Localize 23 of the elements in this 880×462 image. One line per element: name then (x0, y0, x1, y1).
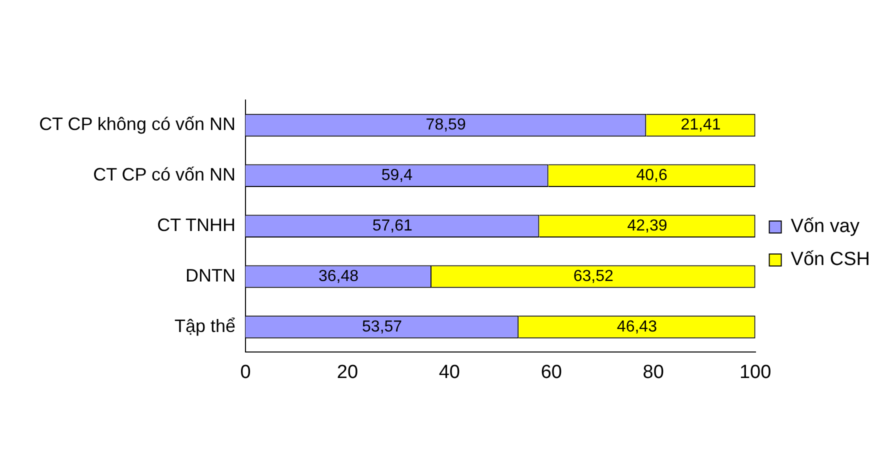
x-tick-label: 60 (540, 362, 562, 383)
x-tick-label: 20 (336, 362, 358, 383)
x-tick-label: 40 (438, 362, 460, 383)
data-label: 46,43 (616, 318, 658, 336)
data-label: 78,59 (426, 116, 466, 134)
data-label: 53,57 (362, 318, 402, 336)
data-label: 42,39 (627, 218, 668, 235)
y-tick-label: CT TNHH (157, 215, 236, 236)
data-label: 59,4 (381, 167, 413, 184)
data-label: 63,52 (573, 268, 614, 285)
y-tick-label: Tập thể (174, 316, 236, 336)
legend-label: Vốn vay (790, 216, 860, 238)
y-tick-label: CT CP không có vốn NN (39, 114, 236, 134)
x-tick-label: 0 (240, 362, 251, 383)
data-label: 36,48 (318, 268, 359, 285)
y-tick-label: DNTN (186, 266, 236, 286)
data-label: 57,61 (372, 218, 412, 235)
x-tick-label: 80 (642, 362, 664, 383)
legend-label: Vốn CSH (790, 249, 870, 270)
x-tick-label: 100 (739, 362, 772, 383)
y-tick-label: CT CP có vốn NN (93, 164, 236, 185)
data-label: 21,41 (680, 116, 721, 134)
data-label: 40,6 (636, 167, 668, 184)
